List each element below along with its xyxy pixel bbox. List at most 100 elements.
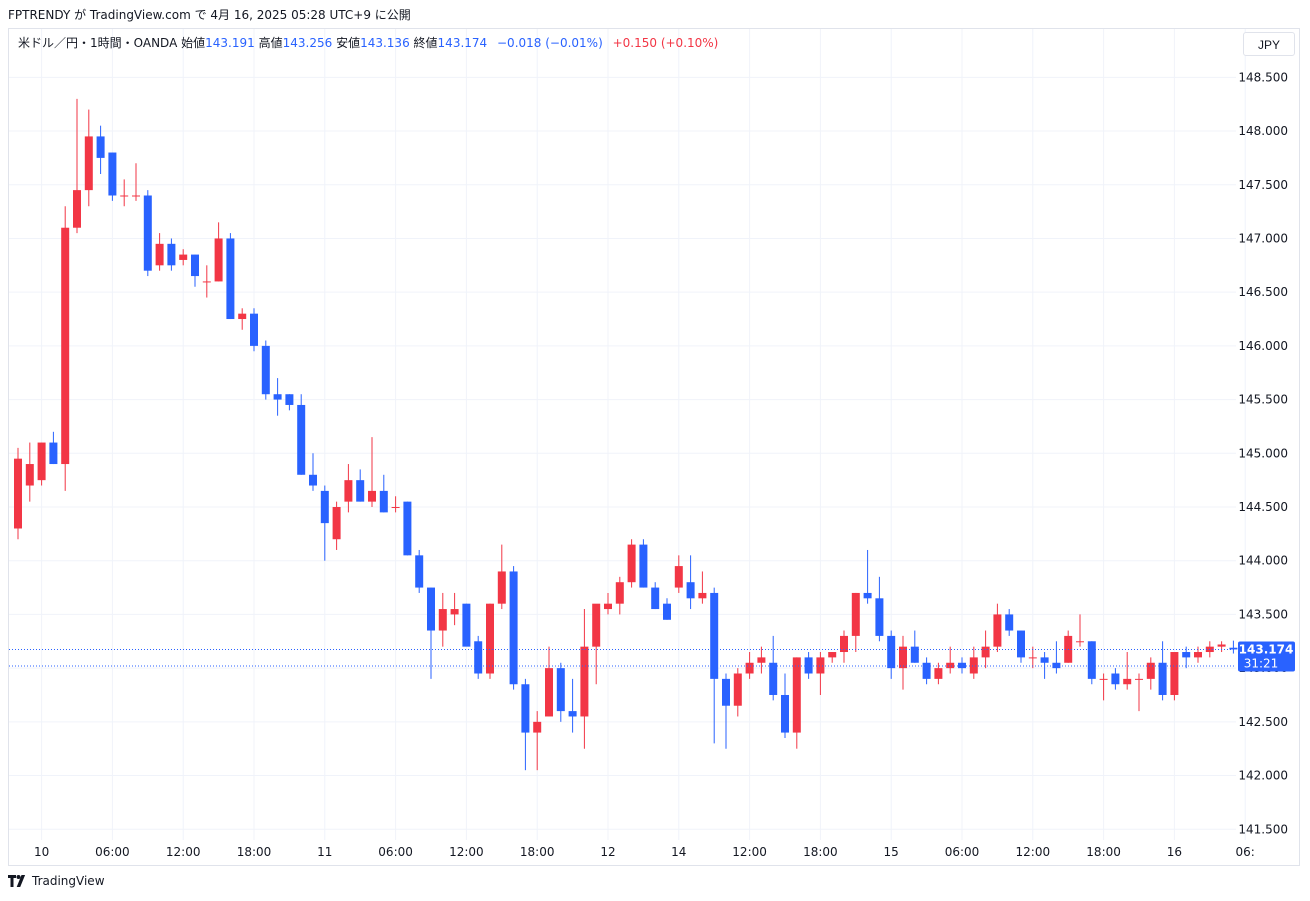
x-tick-label: 11: [317, 845, 332, 859]
candle-body: [96, 136, 105, 158]
price-badge-value: 143.174: [1239, 642, 1294, 656]
legend-high: 143.256: [282, 36, 333, 50]
candle-body: [167, 243, 176, 266]
candle-body: [1111, 673, 1120, 685]
y-tick-label: 146.500: [1238, 285, 1288, 299]
time-axis: 10 06:00 12:00 18:00 11 06:00 12:00 18:00 12 14 12…: [34, 845, 1255, 859]
candle-body: [615, 582, 624, 604]
candle-body: [568, 711, 577, 717]
y-tick-label: 142.000: [1238, 769, 1288, 783]
candle-body: [332, 507, 341, 540]
candle-body: [816, 657, 825, 674]
candle-body: [875, 598, 884, 636]
candle-body: [781, 694, 789, 733]
candle-body: [946, 662, 955, 669]
legend-symbol: 米ドル／円・1時間・OANDA: [18, 36, 178, 50]
y-tick-label: 147.500: [1238, 178, 1288, 192]
candle-body: [285, 394, 294, 405]
footer-brand-text: TradingView: [32, 874, 105, 888]
candle-body: [698, 592, 707, 599]
candle-body: [828, 652, 837, 658]
x-tick-label: 12:00: [449, 845, 484, 859]
y-tick-label: 148.000: [1238, 124, 1288, 138]
x-tick-label: 12:00: [1016, 845, 1051, 859]
x-tick-label: 12:00: [166, 845, 201, 859]
x-tick-label: 06:00: [945, 845, 980, 859]
x-tick-label: 18:00: [1086, 845, 1121, 859]
price-badge: 143.174 31:21: [1238, 641, 1295, 672]
legend-close: 143.174: [437, 36, 488, 50]
candle-body: [604, 603, 612, 610]
candle-body: [627, 544, 636, 583]
x-tick-label: 18:00: [520, 845, 555, 859]
candle-body: [250, 313, 258, 346]
candle-body: [191, 254, 199, 277]
candle-body: [1076, 641, 1084, 643]
candle-body: [427, 587, 435, 631]
candle-body: [462, 603, 471, 647]
candle-body: [934, 668, 943, 679]
candle-body: [14, 458, 22, 529]
price-badge-countdown: 31:21: [1244, 656, 1279, 670]
x-tick-label: 10: [34, 845, 49, 859]
candle-body: [1158, 662, 1167, 695]
candle-body: [179, 254, 188, 260]
candle-body: [226, 238, 235, 320]
candle-body: [297, 404, 306, 475]
candle-body: [674, 566, 683, 588]
y-tick-label: 142.500: [1238, 715, 1288, 729]
publish-caption: FPTRENDY が TradingView.com で 4月 16, 2025…: [8, 8, 411, 22]
candle-body: [1135, 678, 1143, 680]
candle-body: [580, 646, 589, 717]
candle-body: [214, 238, 223, 282]
candle-body: [202, 281, 211, 283]
footer-brand[interactable]: TradingView: [8, 874, 105, 888]
candle-body: [922, 662, 931, 679]
candle-body: [592, 603, 601, 647]
candle-body: [521, 684, 530, 733]
candle-body: [261, 345, 270, 395]
candle-body: [769, 662, 778, 695]
candle-body: [1229, 647, 1238, 650]
legend-open-label: 始値: [181, 36, 206, 50]
candle-body: [1040, 657, 1049, 663]
candle-body: [745, 662, 754, 674]
candle-body: [733, 673, 742, 706]
candle-body: [1028, 657, 1037, 659]
candle-body: [1099, 678, 1108, 680]
candle-body: [840, 635, 848, 653]
x-tick-label: 18:00: [237, 845, 272, 859]
y-tick-label: 144.000: [1238, 554, 1288, 568]
candle-body: [1123, 678, 1132, 685]
candle-body: [651, 587, 660, 610]
candle-body: [25, 464, 34, 486]
candle-body: [863, 592, 872, 599]
candle-body: [757, 657, 766, 663]
y-tick-label: 147.000: [1238, 231, 1288, 245]
candle-body: [238, 313, 247, 320]
candle-body: [497, 571, 506, 604]
candle-body: [49, 442, 58, 465]
candle-body: [391, 507, 400, 509]
candle-body: [686, 582, 695, 599]
y-tick-label: 143.500: [1238, 607, 1288, 621]
x-tick-label: 18:00: [803, 845, 838, 859]
candle-body: [1170, 652, 1179, 695]
candle-body: [84, 136, 93, 191]
x-tick-label: 14: [671, 845, 686, 859]
chart-frame: [8, 28, 1300, 866]
candle-body: [969, 657, 978, 674]
candle-body: [910, 646, 919, 663]
candle-body: [722, 678, 730, 706]
candle-body: [899, 646, 907, 669]
candle-body: [1182, 652, 1191, 658]
y-tick-label: 148.500: [1238, 70, 1288, 84]
y-tick-label: 145.000: [1238, 446, 1288, 460]
candle-body: [1005, 614, 1014, 631]
tradingview-logo-icon: [8, 875, 26, 887]
candle-body: [450, 609, 459, 615]
candle-body: [958, 662, 966, 669]
legend-low-label: 安値: [336, 36, 361, 50]
currency-button[interactable]: JPY: [1243, 32, 1295, 56]
